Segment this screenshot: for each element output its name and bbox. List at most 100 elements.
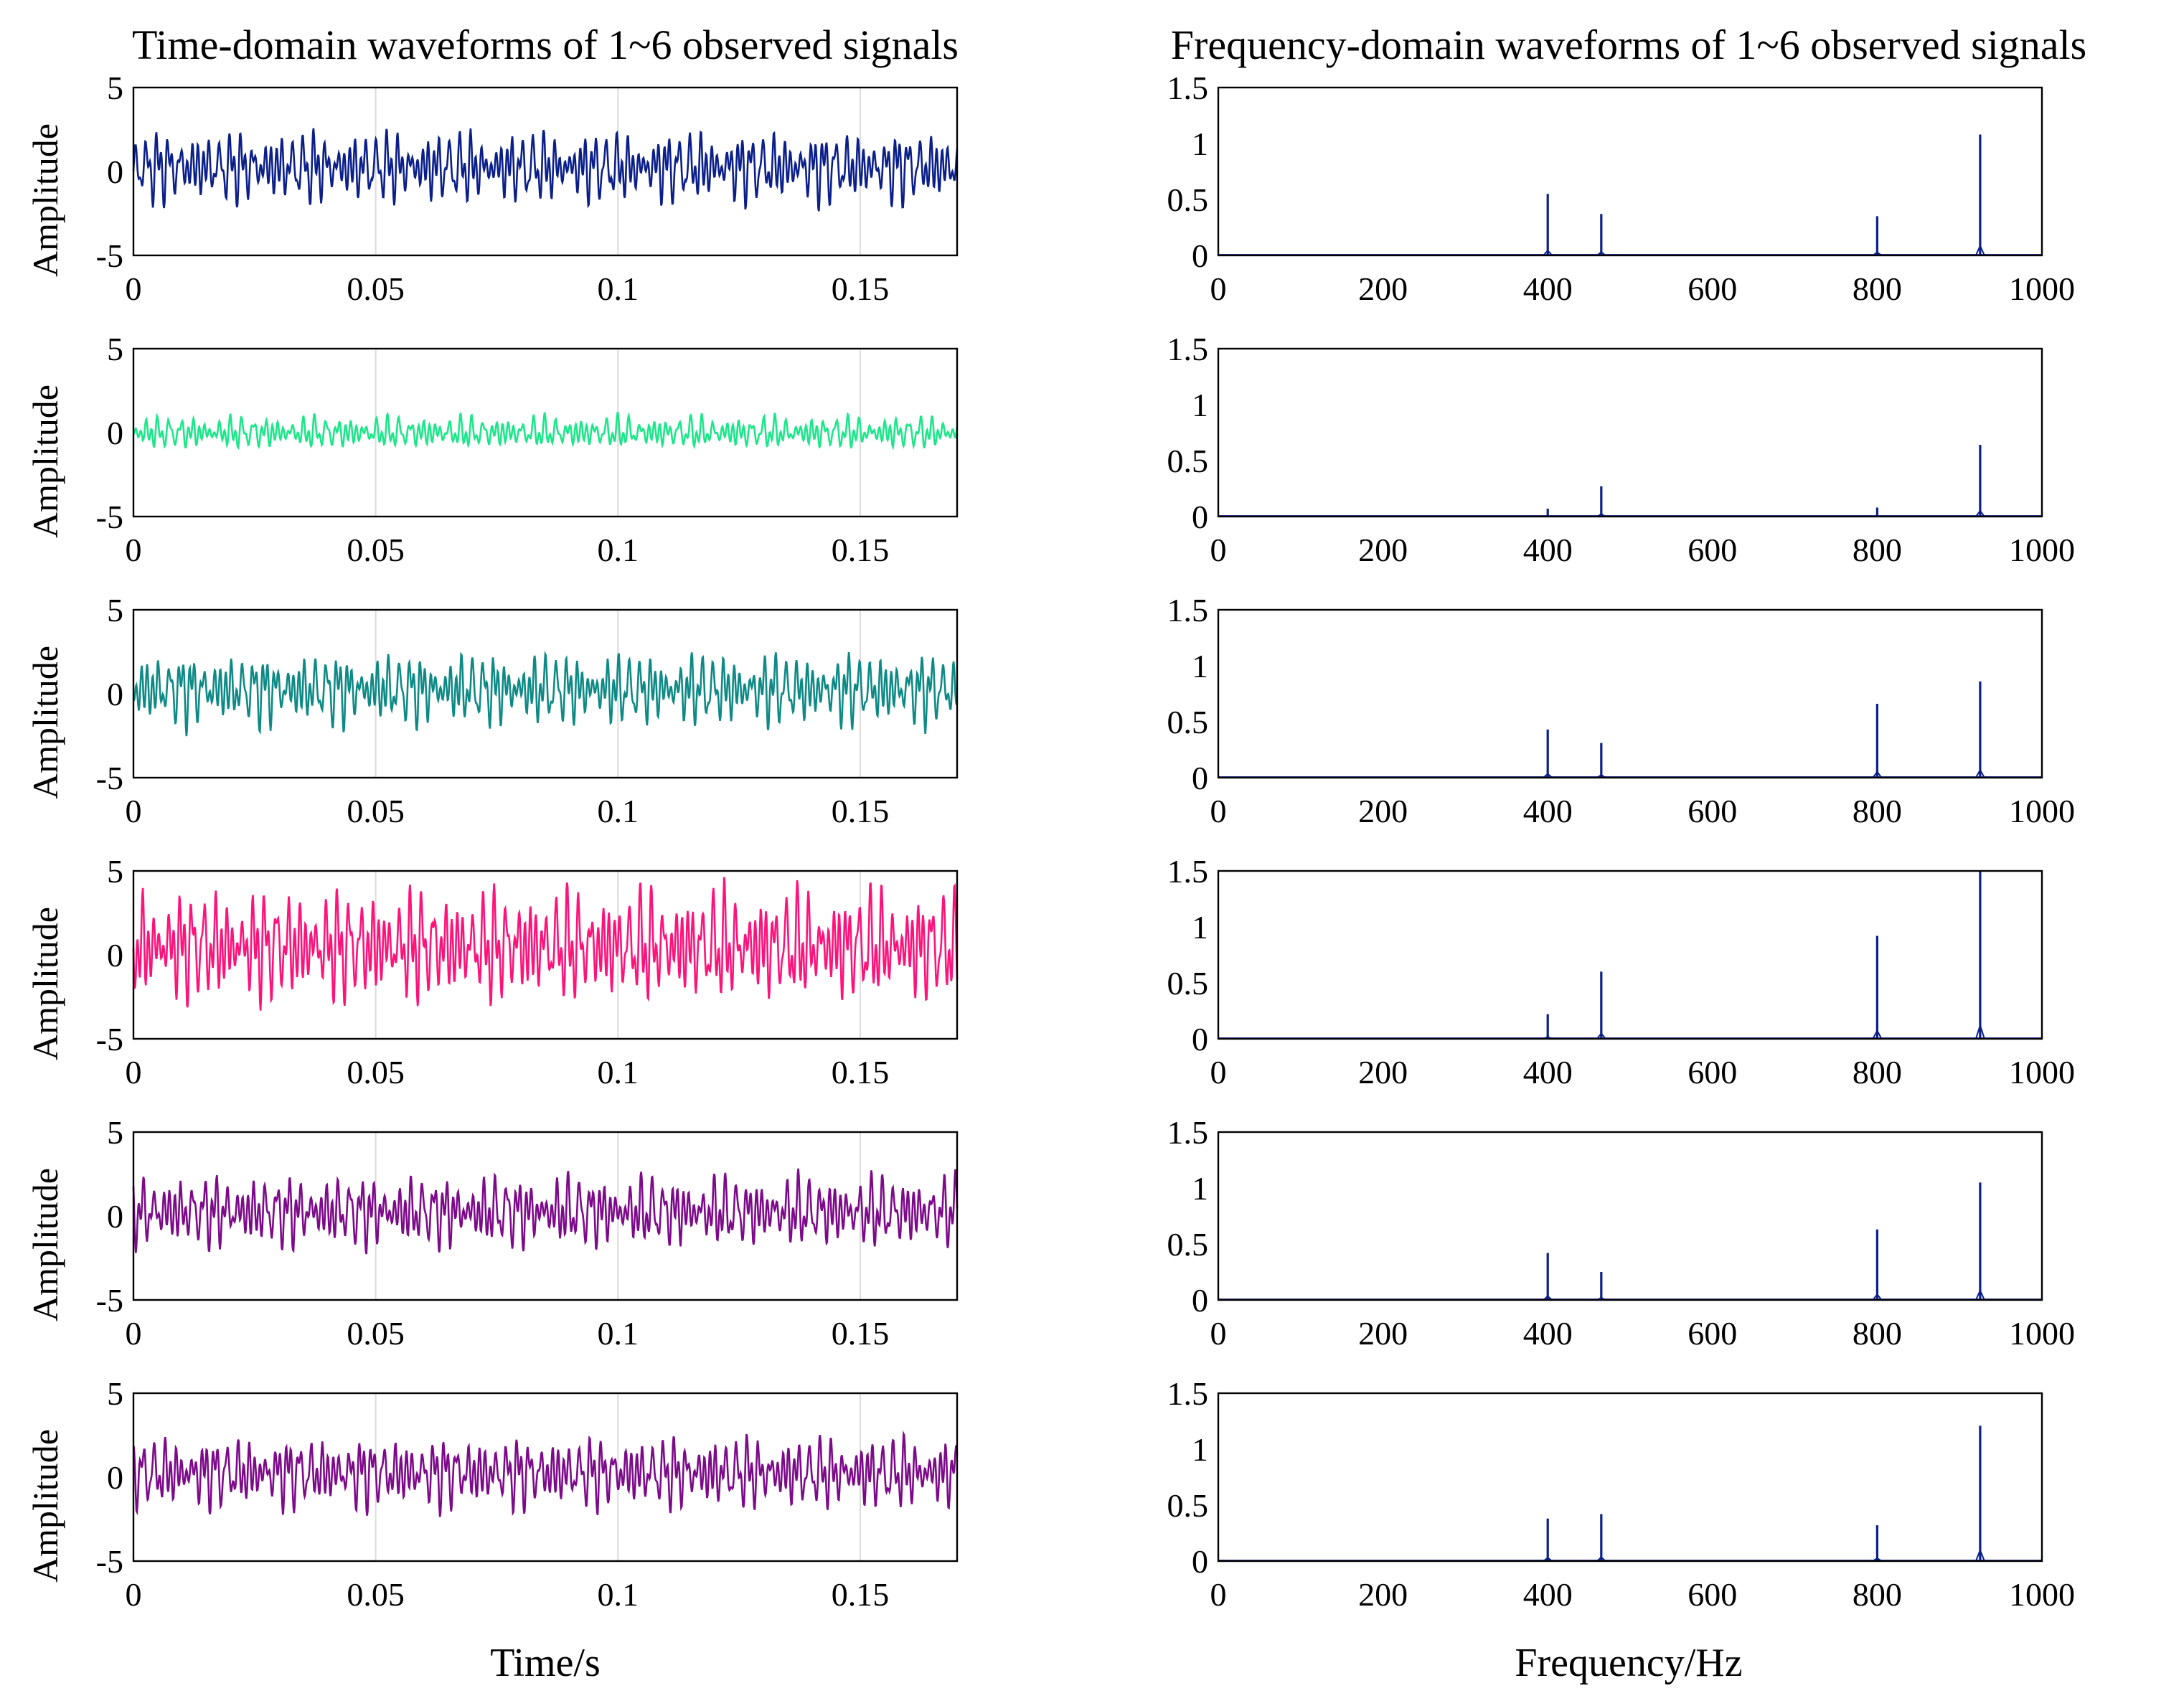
frequency-axes-3-frame xyxy=(1217,608,2043,779)
frequency-x-tick-label: 800 xyxy=(1853,1054,1902,1090)
spectrum-peak-skirt xyxy=(1872,1557,1882,1562)
time-signal-4-waveform xyxy=(132,877,959,1011)
frequency-x-tick-label: 0 xyxy=(1210,793,1227,829)
frequency-y-tick-label: 1.5 xyxy=(1167,1375,1209,1412)
time-y-tick-label: 0 xyxy=(107,1198,123,1235)
frequency-y-tick-label: 0 xyxy=(1192,760,1208,796)
time-axes-3-frame xyxy=(132,608,959,779)
frequency-y-tick-label: 0.5 xyxy=(1167,182,1209,218)
frequency-domain-subplot-4: 1.5 1 0.5 00 200 400 600 800 1000 xyxy=(1167,853,2076,1090)
time-x-tick-label: 0.15 xyxy=(832,1315,890,1352)
time-x-tick-label: 0.05 xyxy=(347,1054,405,1090)
frequency-x-tick-label: 400 xyxy=(1523,1315,1573,1352)
frequency-y-tick-label: 0 xyxy=(1192,1021,1208,1057)
time-y-tick-label: 5 xyxy=(107,853,123,890)
frequency-y-tick-label: 1.5 xyxy=(1167,592,1209,628)
time-x-axis-label: Time/s xyxy=(490,1641,601,1685)
frequency-x-tick-label: 600 xyxy=(1688,1315,1737,1352)
frequency-x-tick-label: 600 xyxy=(1688,793,1737,829)
time-y-tick-label: -5 xyxy=(96,499,123,535)
frequency-y-tick-label: 0.5 xyxy=(1167,704,1209,740)
frequency-x-tick-label: 400 xyxy=(1523,1576,1573,1613)
time-y-axis-label: Amplitude xyxy=(25,907,65,1060)
frequency-y-tick-label: 0 xyxy=(1192,1543,1208,1580)
frequency-x-tick-label: 800 xyxy=(1853,1576,1902,1613)
frequency-y-tick-label: 1 xyxy=(1192,909,1208,946)
time-y-tick-label: 5 xyxy=(107,331,123,367)
time-signal-1-waveform xyxy=(132,128,959,212)
frequency-domain-subplot-5: 1.5 1 0.5 00 200 400 600 800 1000 xyxy=(1167,1114,2076,1352)
frequency-x-tick-label: 800 xyxy=(1853,532,1902,568)
time-y-tick-label: 0 xyxy=(107,676,123,712)
frequency-domain-subplot-2: 1.5 1 0.5 00 200 400 600 800 1000 xyxy=(1167,331,2076,568)
time-y-axis-label: Amplitude xyxy=(25,123,65,277)
frequency-y-tick-label: 1.5 xyxy=(1167,70,1209,106)
frequency-y-tick-label: 1 xyxy=(1192,1431,1208,1468)
spectrum-peak-skirt xyxy=(1543,249,1553,256)
time-domain-title: Time-domain waveforms of 1~6 observed si… xyxy=(132,22,959,68)
frequency-x-tick-label: 800 xyxy=(1853,270,1902,307)
frequency-y-tick-label: 1.5 xyxy=(1167,853,1209,890)
time-x-tick-label: 0.05 xyxy=(347,1576,405,1613)
spectrum-peak-skirt xyxy=(1872,1029,1883,1040)
time-x-tick-label: 0.1 xyxy=(598,270,639,307)
frequency-x-tick-label: 1000 xyxy=(2009,793,2075,829)
frequency-y-tick-label: 0.5 xyxy=(1167,965,1209,1002)
time-x-tick-label: 0.1 xyxy=(598,1315,639,1352)
frequency-x-tick-label: 400 xyxy=(1523,1054,1573,1090)
frequency-x-tick-label: 1000 xyxy=(2009,270,2075,307)
time-x-tick-label: 0.15 xyxy=(832,1576,890,1613)
time-x-tick-label: 0 xyxy=(126,270,142,307)
time-x-tick-label: 0.1 xyxy=(598,532,639,568)
time-x-tick-label: 0.15 xyxy=(832,532,890,568)
time-x-tick-label: 0 xyxy=(126,532,142,568)
time-x-tick-label: 0.05 xyxy=(347,532,405,568)
frequency-x-tick-label: 800 xyxy=(1853,1315,1902,1352)
spectrum-peak-skirt xyxy=(1596,1556,1606,1562)
time-x-tick-label: 0.15 xyxy=(832,793,890,829)
time-y-tick-label: 5 xyxy=(107,70,123,106)
time-axes-4-frame xyxy=(132,870,959,1040)
frequency-x-tick-label: 600 xyxy=(1688,1054,1737,1090)
frequency-domain-subplot-3: 1.5 1 0.5 00 200 400 600 800 1000 xyxy=(1167,592,2076,829)
spectrum-peak-skirt xyxy=(1596,251,1606,256)
time-x-tick-label: 0.1 xyxy=(598,1576,639,1613)
frequency-axes-6-frame xyxy=(1217,1392,2043,1563)
frequency-y-tick-label: 1 xyxy=(1192,648,1208,684)
frequency-domain-subplot-6: 1.5 1 0.5 00 200 400 600 800 1000 xyxy=(1167,1375,2076,1613)
frequency-axes-2-frame xyxy=(1217,347,2043,518)
frequency-axes-1-frame xyxy=(1217,86,2043,257)
time-signal-6-waveform xyxy=(132,1430,959,1517)
time-y-tick-label: -5 xyxy=(96,760,123,796)
frequency-x-tick-label: 600 xyxy=(1688,532,1737,568)
frequency-x-tick-label: 400 xyxy=(1523,793,1573,829)
frequency-x-tick-label: 1000 xyxy=(2009,1576,2075,1613)
frequency-x-tick-label: 200 xyxy=(1358,1054,1408,1090)
spectrum-peak-skirt xyxy=(1872,251,1882,256)
time-x-tick-label: 0.05 xyxy=(347,270,405,307)
frequency-x-tick-label: 400 xyxy=(1523,532,1573,568)
time-signal-2-waveform xyxy=(132,411,959,451)
frequency-x-tick-label: 200 xyxy=(1358,532,1408,568)
time-axes-2-frame xyxy=(132,347,959,518)
time-signal-5-waveform xyxy=(132,1168,959,1255)
frequency-y-tick-label: 1 xyxy=(1192,387,1208,423)
spectrum-peak-skirt xyxy=(1872,1293,1883,1301)
time-y-tick-label: 0 xyxy=(107,937,123,974)
frequency-x-tick-label: 200 xyxy=(1358,1576,1408,1613)
frequency-x-tick-label: 0 xyxy=(1210,532,1227,568)
frequency-x-tick-label: 1000 xyxy=(2009,1054,2075,1090)
time-y-axis-label: Amplitude xyxy=(25,646,65,799)
spectrum-peak-skirt xyxy=(1872,770,1883,778)
spectrum-peak-skirt xyxy=(1974,1023,1985,1040)
time-x-tick-label: 0 xyxy=(126,793,142,829)
frequency-y-tick-label: 0.5 xyxy=(1167,1487,1209,1524)
frequency-y-tick-label: 1 xyxy=(1192,126,1208,162)
frequency-domain-subplot-1: 1.5 1 0.5 00 200 400 600 800 1000 xyxy=(1167,70,2076,307)
